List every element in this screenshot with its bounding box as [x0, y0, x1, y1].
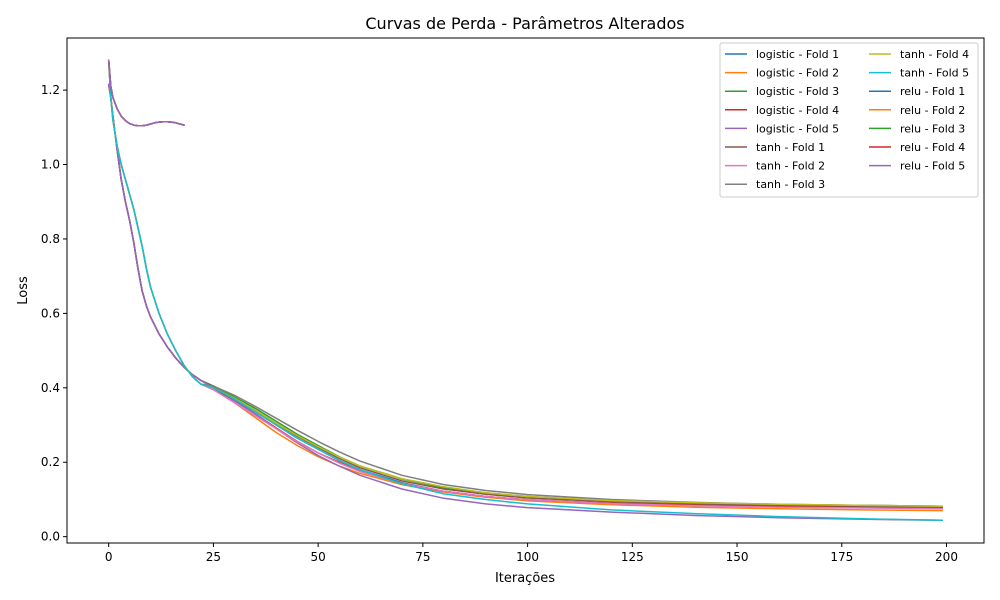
y-tick-label: 0.0 — [41, 530, 60, 544]
x-tick-label: 125 — [621, 550, 644, 564]
plot-frame — [66, 37, 985, 544]
y-tick-label: 0.6 — [41, 306, 60, 320]
legend-label: logistic - Fold 5 — [756, 122, 839, 135]
legend: logistic - Fold 1 logistic - Fold 2 logist… — [719, 42, 979, 198]
legend-label: tanh - Fold 4 — [900, 48, 969, 61]
legend-label: tanh - Fold 5 — [900, 67, 969, 80]
chart-title: Curvas de Perda - Parâmetros Alterados — [365, 14, 684, 33]
x-tick-label: 200 — [935, 550, 958, 564]
x-tick-label: 100 — [516, 550, 539, 564]
y-tick-label: 0.2 — [41, 455, 60, 469]
legend-label: relu - Fold 1 — [900, 85, 965, 98]
series-line-11 — [107, 59, 185, 127]
y-tick-label: 0.8 — [41, 232, 60, 246]
legend-label: relu - Fold 4 — [900, 141, 965, 154]
legend-label: logistic - Fold 3 — [756, 85, 839, 98]
legend-label: tanh - Fold 1 — [756, 141, 825, 154]
series-line-12 — [107, 59, 185, 127]
series-line-4 — [107, 83, 944, 522]
legend-label: relu - Fold 3 — [900, 122, 965, 135]
series-line-13 — [107, 59, 185, 127]
series-line-14 — [107, 59, 185, 127]
x-axis: 0 25 50 75 100 125 150 175 200 — [105, 543, 958, 564]
legend-label: logistic - Fold 1 — [756, 48, 839, 61]
series-layer — [107, 59, 944, 522]
x-axis-label: Iterações — [495, 571, 555, 586]
x-tick-label: 0 — [105, 550, 113, 564]
x-tick-label: 150 — [726, 550, 749, 564]
x-tick-label: 50 — [310, 550, 325, 564]
legend-label: relu - Fold 5 — [900, 160, 965, 173]
x-tick-label: 25 — [206, 550, 221, 564]
legend-label: logistic - Fold 2 — [756, 67, 839, 80]
y-axis: 0.0 0.2 0.4 0.6 0.8 1.0 1.2 — [41, 83, 67, 544]
legend-label: relu - Fold 2 — [900, 104, 965, 117]
y-tick-label: 1.2 — [41, 83, 60, 97]
x-tick-label: 75 — [415, 550, 430, 564]
series-line-9 — [107, 59, 944, 522]
series-line-10 — [107, 59, 185, 127]
x-tick-label: 175 — [830, 550, 853, 564]
y-tick-label: 0.4 — [41, 381, 60, 395]
legend-label: tanh - Fold 3 — [756, 178, 825, 191]
y-tick-label: 1.0 — [41, 158, 60, 172]
legend-label: tanh - Fold 2 — [756, 160, 825, 173]
legend-label: logistic - Fold 4 — [756, 104, 839, 117]
legend-frame — [719, 42, 979, 198]
y-axis-label: Loss — [16, 276, 31, 305]
